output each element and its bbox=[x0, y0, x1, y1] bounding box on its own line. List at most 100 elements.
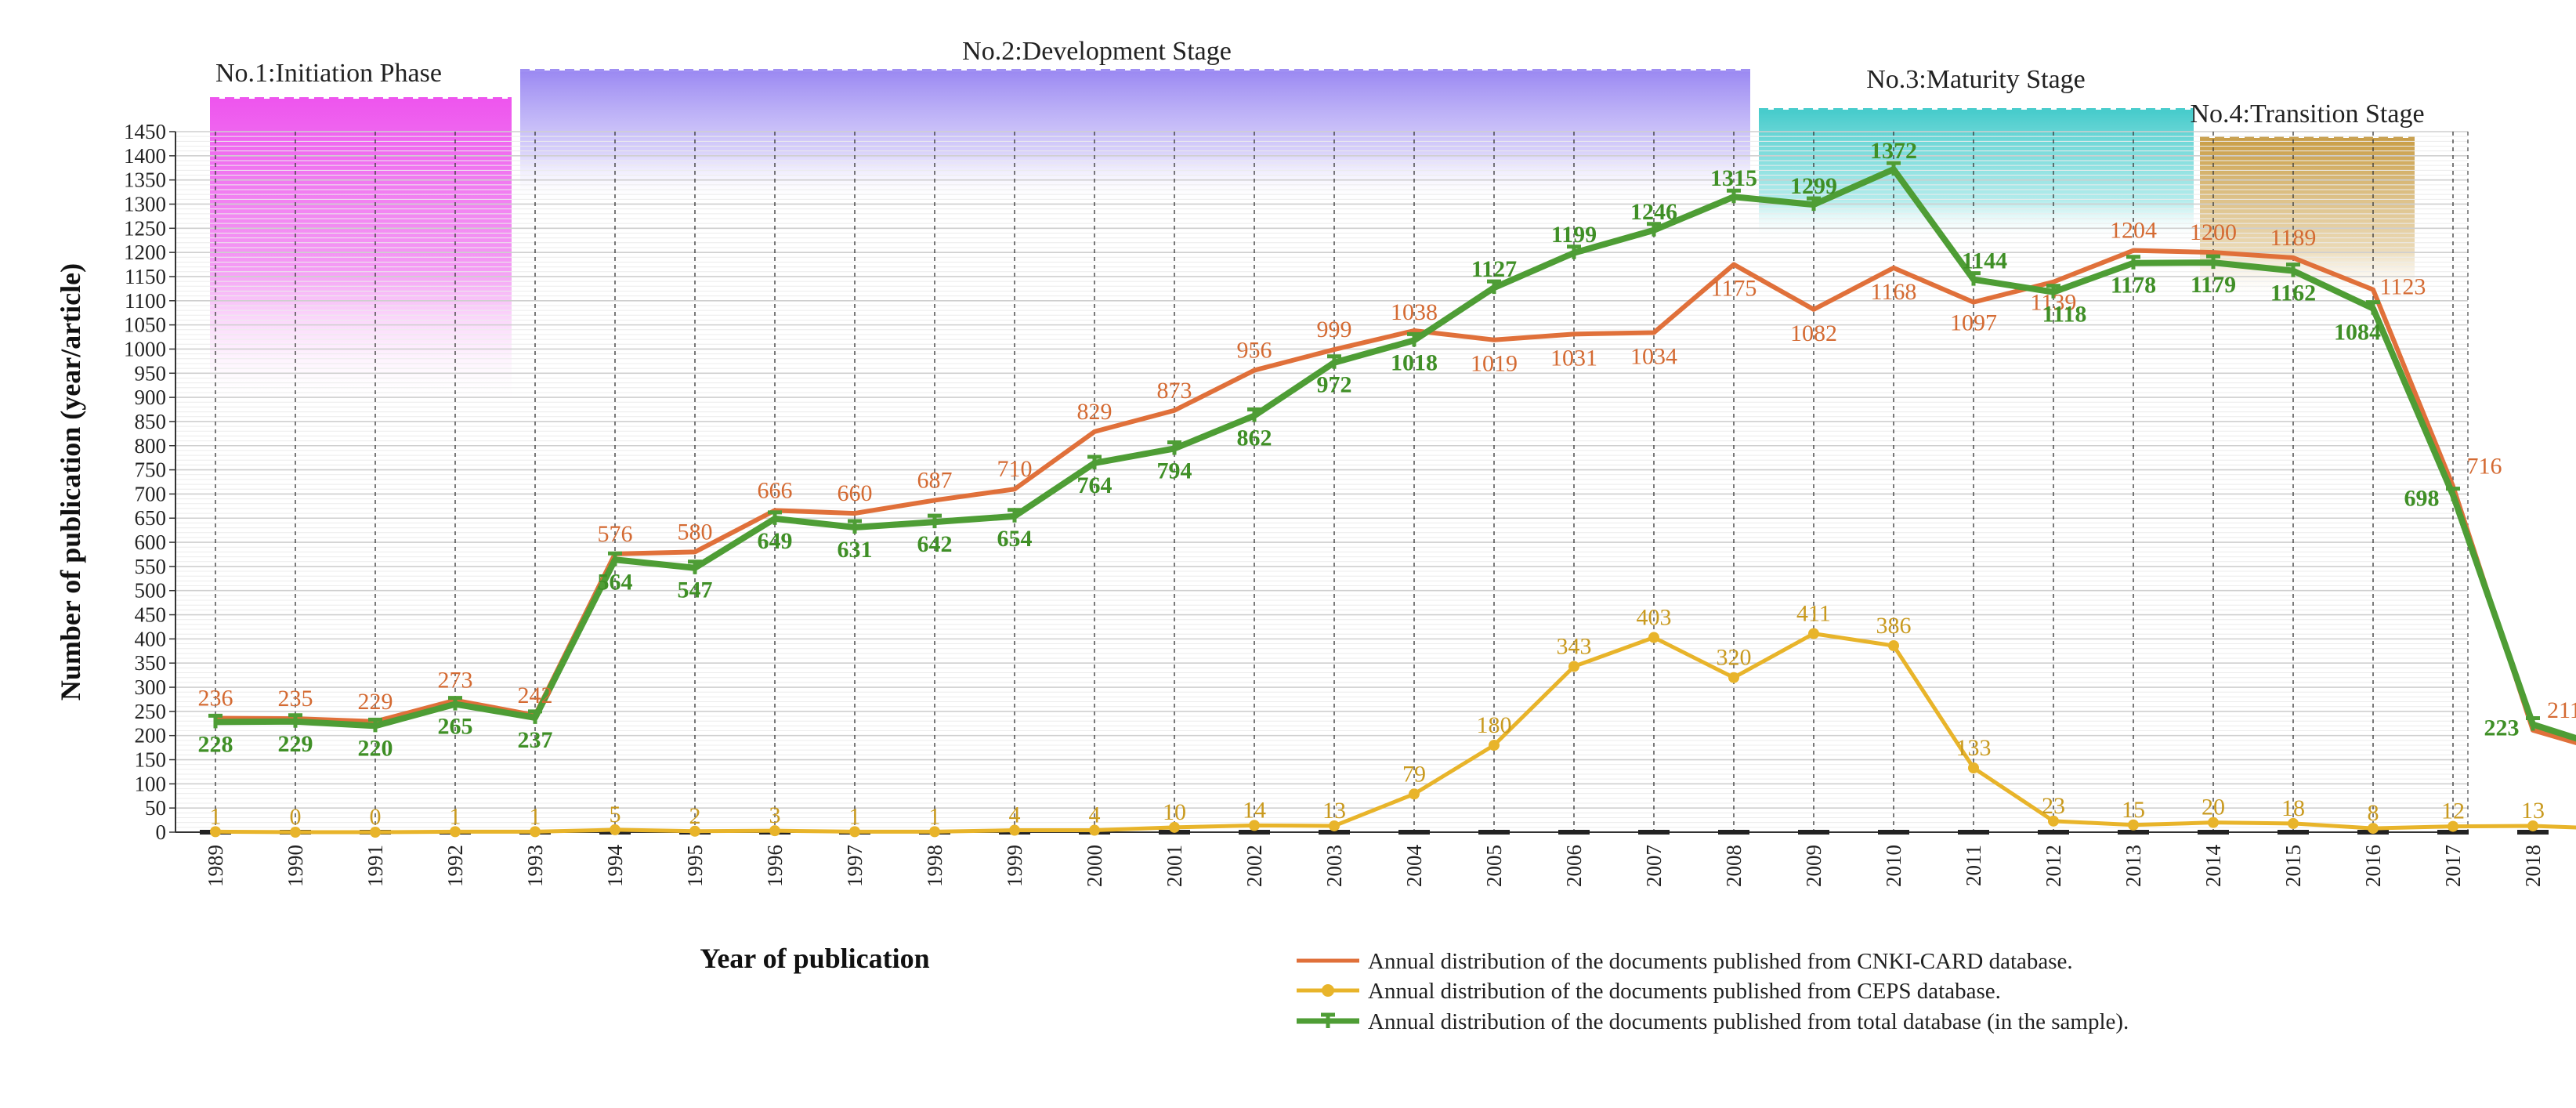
legend-label-1: Annual distribution of the documents pub… bbox=[1368, 949, 2073, 974]
y-tick-label: 1100 bbox=[125, 289, 166, 313]
series-1-data-label: 211 bbox=[2547, 697, 2576, 723]
series-2-data-label: 10 bbox=[1163, 799, 1186, 825]
x-tick-label: 1996 bbox=[763, 845, 787, 887]
series-2-data-label: 14 bbox=[1243, 797, 1266, 823]
y-tick-label: 600 bbox=[135, 530, 167, 554]
y-tick-label: 1300 bbox=[124, 192, 166, 215]
x-tick-label: 2007 bbox=[1642, 845, 1666, 887]
y-tick-label: 1000 bbox=[124, 337, 166, 360]
series-2-point bbox=[450, 826, 461, 838]
series-1-point bbox=[2371, 288, 2375, 292]
series-1-point bbox=[1012, 487, 1017, 491]
series-2-data-label: 18 bbox=[2281, 795, 2305, 821]
legend-label-2: Annual distribution of the documents pub… bbox=[1368, 979, 2001, 1004]
phase-label-1: No.1:Initiation Phase bbox=[215, 59, 442, 88]
series-3-data-label: 1372 bbox=[1870, 138, 1917, 164]
series-1-data-label: 1031 bbox=[1550, 345, 1597, 371]
x-tick-label: 2005 bbox=[1482, 845, 1506, 887]
series-1-data-label: 716 bbox=[2467, 454, 2502, 480]
series-1-point bbox=[1811, 307, 1816, 312]
series-3-point bbox=[2446, 487, 2460, 501]
series-3-point bbox=[2526, 716, 2540, 731]
series-1-point bbox=[1572, 331, 1576, 336]
series-2-data-label: 1 bbox=[929, 803, 941, 829]
y-tick-label: 200 bbox=[135, 724, 167, 748]
series-3-data-label: 631 bbox=[838, 537, 873, 563]
series-2-point bbox=[210, 826, 221, 838]
y-tick-label: 550 bbox=[135, 555, 167, 578]
series-1-data-label: 666 bbox=[758, 477, 793, 503]
series-2-point bbox=[1009, 824, 1020, 836]
series-3-data-label: 220 bbox=[358, 735, 393, 761]
series-3-data-label: 698 bbox=[2404, 486, 2440, 512]
series-1-point bbox=[1971, 300, 1976, 305]
series-2-data-label: 3 bbox=[769, 802, 781, 828]
series-3-point bbox=[1487, 279, 1501, 295]
series-3-data-label: 1299 bbox=[1790, 173, 1837, 199]
series-2-point bbox=[1489, 740, 1500, 751]
x-tick-label: 2015 bbox=[2281, 845, 2305, 887]
x-tick-label: 2009 bbox=[1802, 845, 1825, 887]
series-2-data-label: 343 bbox=[1557, 634, 1592, 660]
series-2-data-label: 0 bbox=[290, 804, 302, 830]
series-3-point bbox=[1008, 508, 1022, 523]
series-1-data-label: 687 bbox=[917, 467, 953, 493]
series-1-data-label: 229 bbox=[358, 689, 393, 715]
series-1-data-label: 1034 bbox=[1630, 343, 1677, 369]
chart-axes: 0501001502002503003504004505005506006507… bbox=[55, 120, 2549, 974]
series-3-data-label: 1118 bbox=[2042, 302, 2087, 328]
y-tick-label: 1350 bbox=[124, 168, 166, 192]
x-tick-label: 2012 bbox=[2042, 845, 2065, 887]
series-3-point bbox=[768, 510, 782, 525]
series-2-point bbox=[1169, 821, 1180, 833]
series-2-data-label: 386 bbox=[1876, 613, 1912, 639]
series-2-data-label: 13 bbox=[1322, 798, 1346, 824]
phase-label-2: No.2:Development Stage bbox=[962, 37, 1232, 66]
series-2-data-label: 1 bbox=[530, 803, 541, 829]
series-2-point bbox=[1249, 820, 1260, 831]
series-3-point bbox=[2206, 254, 2220, 270]
y-tick-label: 700 bbox=[135, 482, 167, 505]
series-3-data-label: 547 bbox=[678, 578, 713, 603]
y-tick-label: 1400 bbox=[124, 144, 166, 168]
series-3-data-label: 972 bbox=[1317, 372, 1352, 398]
chart-legend: Annual distribution of the documents pub… bbox=[1297, 949, 2129, 1034]
series-2-point bbox=[929, 826, 940, 838]
series-3-data-label: 649 bbox=[758, 528, 793, 554]
series-3-data-label: 1179 bbox=[2191, 272, 2236, 298]
y-tick-label: 500 bbox=[135, 579, 167, 603]
series-2-data-label: 5 bbox=[610, 802, 621, 827]
series-1-data-label: 1038 bbox=[1391, 299, 1438, 325]
series-2-data-label: 1 bbox=[849, 803, 861, 829]
series-3-data-label: 654 bbox=[997, 526, 1033, 552]
series-2-point bbox=[2368, 823, 2379, 835]
series-3-point bbox=[2126, 255, 2140, 270]
x-tick-label: 2006 bbox=[1562, 845, 1586, 887]
series-2-point bbox=[2048, 815, 2059, 827]
y-tick-label: 1250 bbox=[124, 216, 166, 240]
series-1-data-label: 242 bbox=[518, 683, 553, 708]
series-1-point bbox=[1092, 429, 1097, 434]
series-2-data-label: 320 bbox=[1717, 645, 1752, 671]
x-tick-label: 1995 bbox=[683, 845, 707, 887]
series-3-point bbox=[528, 709, 542, 724]
series-2-data-label: 20 bbox=[2202, 795, 2225, 820]
series-1-data-label: 1097 bbox=[1950, 310, 1997, 336]
series-1-point bbox=[1332, 347, 1337, 352]
phase-band-4 bbox=[2200, 138, 2415, 296]
phase-bands: No.1:Initiation Phase No.2:Development St… bbox=[210, 37, 2425, 407]
series-2-point bbox=[2288, 817, 2299, 829]
phase-label-4: No.4:Transition Stage bbox=[2190, 100, 2424, 129]
series-1-data-label: 829 bbox=[1077, 399, 1113, 425]
series-2-point bbox=[1648, 632, 1659, 643]
series-3-point bbox=[928, 513, 942, 529]
x-tick-label: 2001 bbox=[1163, 845, 1186, 887]
series-2-point bbox=[1089, 824, 1100, 836]
x-tick-label: 2000 bbox=[1083, 845, 1106, 887]
series-2-data-label: 13 bbox=[2521, 798, 2545, 824]
series-1-point bbox=[1492, 338, 1496, 342]
series-2-data-label: 403 bbox=[1637, 605, 1672, 631]
phase-band-1 bbox=[210, 99, 512, 407]
series-1-data-label: 1189 bbox=[2270, 225, 2317, 251]
y-tick-label: 100 bbox=[135, 772, 167, 795]
